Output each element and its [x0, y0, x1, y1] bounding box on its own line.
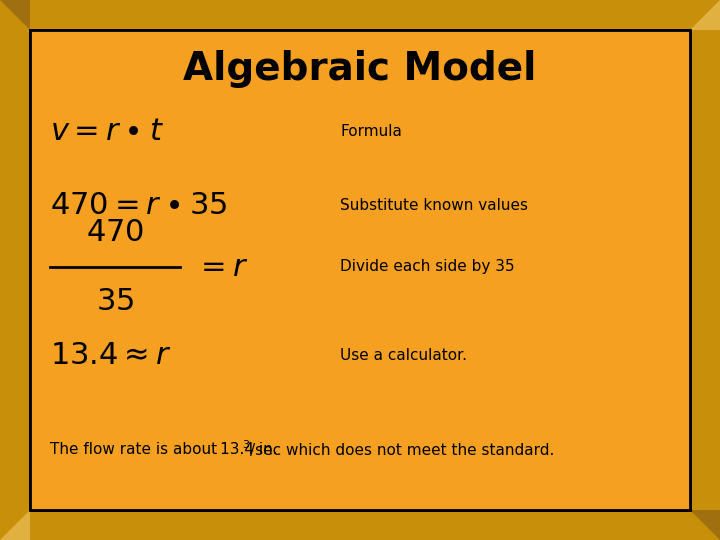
Text: Substitute known values: Substitute known values	[340, 198, 528, 213]
Text: Formula: Formula	[340, 125, 402, 139]
Text: Algebraic Model: Algebraic Model	[184, 50, 536, 88]
Text: $= r$: $= r$	[195, 253, 248, 281]
Text: Divide each side by 35: Divide each side by 35	[340, 260, 515, 274]
Text: $35$: $35$	[96, 287, 134, 316]
Text: $v = r \bullet t$: $v = r \bullet t$	[50, 118, 164, 146]
Polygon shape	[690, 510, 720, 540]
Polygon shape	[0, 510, 30, 540]
Text: 3: 3	[242, 440, 249, 450]
Bar	[30, 30, 690, 510]
Text: Use a calculator.: Use a calculator.	[340, 348, 467, 362]
Text: $470$: $470$	[86, 218, 144, 247]
Polygon shape	[690, 0, 720, 30]
Text: The flow rate is about 13.4 in.: The flow rate is about 13.4 in.	[50, 442, 278, 457]
Text: $13.4 \approx r$: $13.4 \approx r$	[50, 341, 171, 369]
Text: /sec which does not meet the standard.: /sec which does not meet the standard.	[251, 442, 554, 457]
Bar	[30, 30, 690, 510]
Text: $470 = r \bullet 35$: $470 = r \bullet 35$	[50, 191, 228, 219]
Polygon shape	[0, 0, 30, 30]
